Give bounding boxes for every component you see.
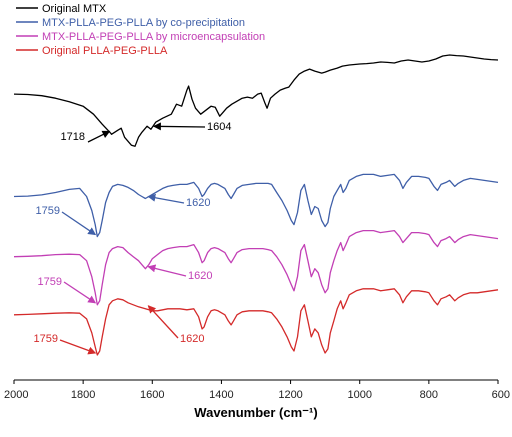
annotation-arrow [59, 339, 97, 355]
x-tick-label: 1800 [71, 389, 95, 401]
x-tick-label: 800 [420, 389, 438, 401]
legend-entry-label: Original PLLA-PEG-PLLA [42, 45, 168, 57]
annotation-arrow [63, 281, 97, 304]
annotation-arrow [147, 193, 185, 204]
annotation-label: 1759 [36, 205, 60, 217]
annotation-label: 1604 [207, 121, 231, 133]
legend: Original MTX MTX-PLLA-PEG-PLLA by co-prec… [16, 3, 265, 57]
x-axis-title: Wavenumber (cm⁻¹) [194, 405, 317, 420]
annotation-arrow [147, 305, 179, 339]
annotation-layer: 1718 1604 1759 1620 1759 1620 1759 1620 [34, 121, 231, 355]
legend-entry-label: MTX-PLLA-PEG-PLLA by microencapsulation [42, 31, 265, 43]
annotation-label: 1620 [186, 197, 210, 209]
series-original-mtx [13, 54, 499, 147]
annotation-arrow [152, 122, 206, 131]
annotation-arrow [87, 130, 111, 143]
legend-entry-label: MTX-PLLA-PEG-PLLA by co-precipitation [42, 17, 245, 29]
annotation-label: 1759 [38, 276, 62, 288]
x-tick-label: 1600 [140, 389, 164, 401]
x-tick-label: 600 [492, 389, 510, 401]
series-original-plla-peg-plla [13, 288, 499, 356]
x-tick-label: 2000 [4, 389, 28, 401]
x-tick-label: 1200 [278, 389, 302, 401]
annotation-arrow [61, 211, 97, 236]
annotation-arrow [147, 264, 187, 277]
x-tick-label: 1000 [347, 389, 371, 401]
series-co-precipitation [13, 173, 499, 238]
annotation-label: 1718 [61, 131, 85, 143]
legend-entry-label: Original MTX [42, 3, 107, 15]
series-layer [13, 54, 499, 356]
series-microencapsulation [13, 229, 499, 306]
annotation-label: 1759 [34, 333, 58, 345]
annotation-label: 1620 [188, 270, 212, 282]
x-tick-label: 1400 [209, 389, 233, 401]
x-axis-ticks: 2000 1800 1600 1400 1200 1000 800 600 [4, 380, 510, 401]
annotation-label: 1620 [180, 333, 204, 345]
